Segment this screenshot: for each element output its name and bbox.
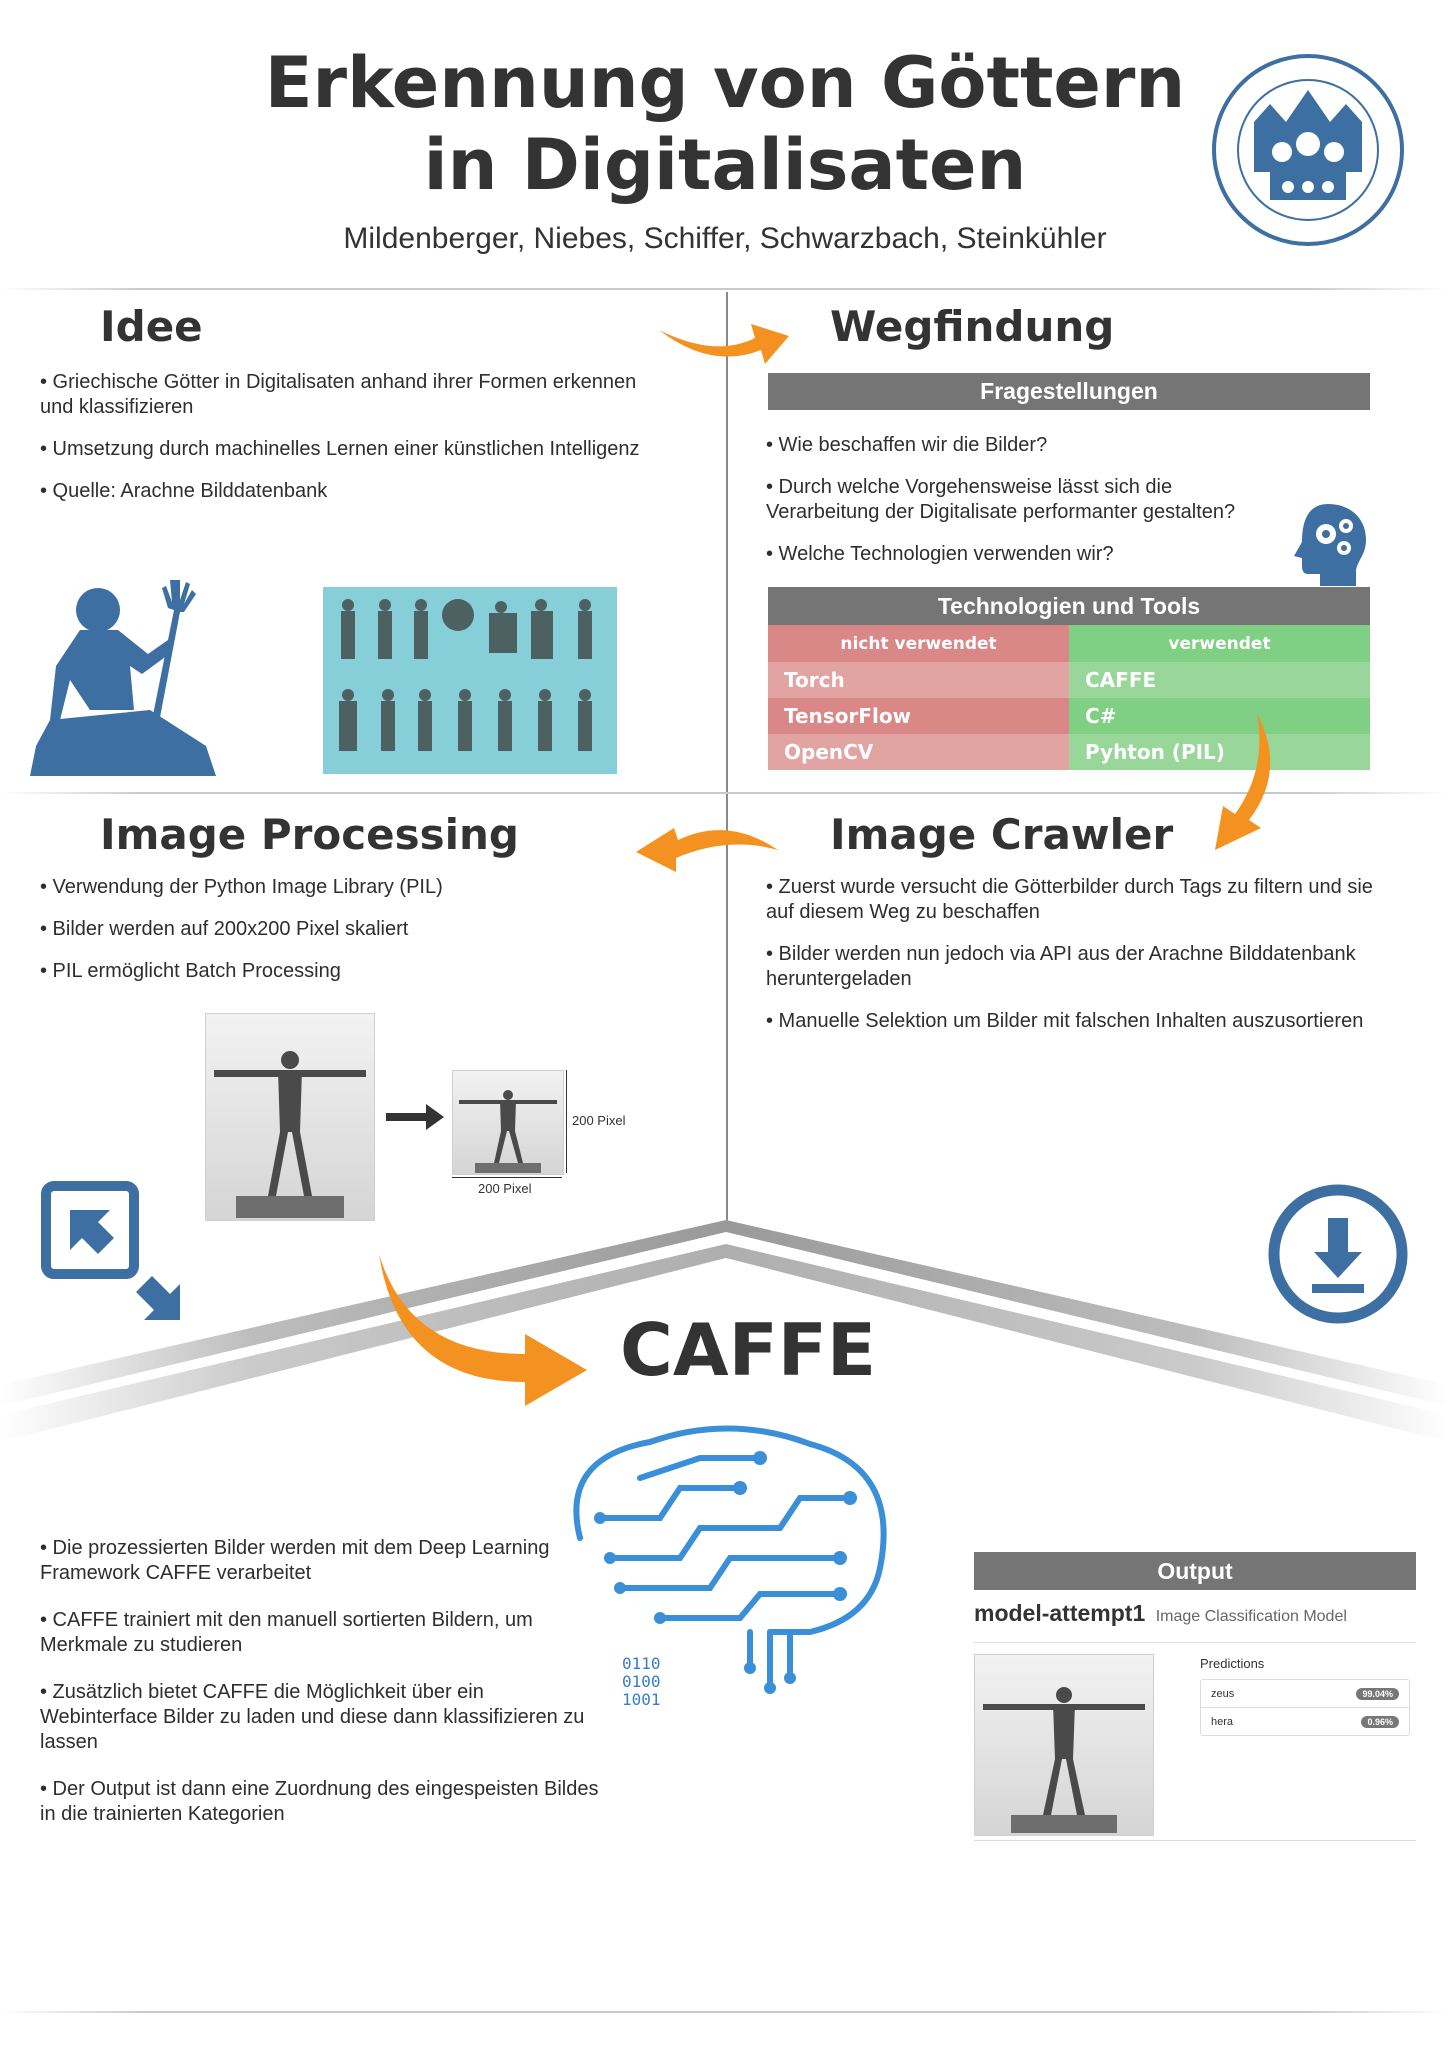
output-statue-photo	[974, 1654, 1154, 1836]
caffe-bullet: • Zusätzlich bietet CAFFE die Möglichkei…	[40, 1681, 585, 1753]
binary-line: 0110	[622, 1654, 661, 1673]
arrow-right-black-icon	[386, 1104, 444, 1130]
tech-not-used-cell: Torch	[768, 662, 1069, 698]
statue-photo-original	[205, 1013, 375, 1221]
arrow-down-orange-icon	[1215, 714, 1271, 850]
height-dimension-line	[566, 1070, 567, 1173]
prediction-value-badge: 0.96%	[1361, 1715, 1399, 1728]
chevron-band-decoration	[0, 1220, 1448, 1442]
binary-code-block: 0110 0100 1001	[622, 1655, 661, 1709]
fragen-bullet-list: • Wie beschaffen wir die Bilder? • Durch…	[766, 433, 1286, 584]
header-divider	[0, 288, 1448, 290]
arrow-to-caffe-orange-icon	[379, 1254, 587, 1406]
technologien-bar: Technologien und Tools	[768, 587, 1370, 625]
title-line-2: in Digitalisaten	[423, 124, 1027, 206]
model-header: model-attempt1 Image Classification Mode…	[974, 1600, 1416, 1643]
tech-used-cell: Pyhton (PIL)	[1069, 734, 1370, 770]
prediction-row: hera 0.96%	[1201, 1708, 1409, 1735]
crawler-bullet: • Manuelle Selektion um Bilder mit falsc…	[766, 1010, 1364, 1032]
model-type: Image Classification Model	[1155, 1608, 1347, 1625]
prediction-row: zeus 99.04%	[1201, 1680, 1409, 1708]
vertical-divider	[726, 292, 728, 1222]
frage-bullet: • Durch welche Vorgehensweise lässt sich…	[766, 476, 1236, 523]
statue-figure-image	[214, 1051, 366, 1218]
predictions-panel: Predictions zeus 99.04% hera 0.96%	[1200, 1656, 1410, 1736]
circuit-brain-icon	[573, 1425, 887, 1694]
processing-bullet: • PIL ermöglicht Batch Processing	[40, 960, 341, 982]
width-dimension-line	[452, 1177, 562, 1178]
predictions-label: Predictions	[1200, 1656, 1265, 1671]
crawler-bullet-list: • Zuerst wurde versucht die Götterbilder…	[766, 875, 1396, 1051]
frage-bullet: • Welche Technologien verwenden wir?	[766, 543, 1114, 565]
tech-not-used-cell: OpenCV	[768, 734, 1069, 770]
download-icon	[1268, 1184, 1408, 1324]
prediction-value-badge: 99.04%	[1356, 1687, 1399, 1700]
processing-bullet: • Bilder werden auf 200x200 Pixel skalie…	[40, 918, 409, 940]
statue-photo-resized	[452, 1070, 564, 1175]
idee-bullet: • Griechische Götter in Digitalisaten an…	[40, 371, 637, 418]
university-seal-logo	[1212, 54, 1404, 246]
prediction-label: zeus	[1211, 1687, 1235, 1700]
caffe-bullet: • Die prozessierten Bilder werden mit de…	[40, 1537, 550, 1584]
width-dimension-label: 200 Pixel	[478, 1181, 532, 1196]
head-gears-icon	[1294, 504, 1366, 586]
caffe-bullet-list: • Die prozessierten Bilder werden mit de…	[40, 1536, 600, 1844]
tech-used-cell: CAFFE	[1069, 662, 1370, 698]
idee-bullet-list: • Griechische Götter in Digitalisaten an…	[40, 370, 640, 521]
predictions-list: zeus 99.04% hera 0.96%	[1200, 1679, 1410, 1736]
processing-bullet-list: • Verwendung der Python Image Library (P…	[40, 875, 640, 1001]
caffe-bullet: • CAFFE trainiert mit den manuell sortie…	[40, 1609, 533, 1656]
binary-line: 0100	[622, 1672, 661, 1691]
height-dimension-label: 200 Pixel	[572, 1113, 626, 1128]
model-name: model-attempt1	[974, 1600, 1146, 1626]
title-line-1: Erkennung von Göttern	[264, 42, 1186, 124]
image-crawler-heading: Image Crawler	[830, 810, 1174, 859]
binary-line: 1001	[622, 1690, 661, 1709]
poster-title: Erkennung von Göttern in Digitalisaten	[200, 42, 1250, 206]
poseidon-silhouette-icon	[30, 580, 216, 776]
idee-heading: Idee	[100, 302, 203, 351]
authors: Mildenberger, Niebes, Schiffer, Schwarzb…	[343, 222, 1107, 255]
wegfindung-heading: Wegfindung	[830, 302, 1115, 351]
greek-gods-illustration	[323, 587, 617, 774]
caffe-heading: CAFFE	[620, 1308, 877, 1392]
crawler-bullet: • Bilder werden nun jedoch via API aus d…	[766, 943, 1356, 990]
resize-icon	[41, 1181, 180, 1320]
statue-figure-small-image	[459, 1090, 557, 1173]
output-statue-image	[983, 1687, 1145, 1833]
prediction-label: hera	[1211, 1715, 1234, 1728]
gods-figures-image	[339, 599, 592, 751]
arrow-right-orange-icon	[659, 324, 789, 364]
image-processing-heading: Image Processing	[100, 810, 519, 859]
column-header-not-used: nicht verwendet	[768, 625, 1069, 662]
tech-used-cell: C#	[1069, 698, 1370, 734]
arrow-left-orange-icon	[636, 828, 778, 872]
idee-bullet: • Umsetzung durch machinelles Lernen ein…	[40, 438, 640, 460]
column-header-used: verwendet	[1069, 625, 1370, 662]
output-bar: Output	[974, 1552, 1416, 1590]
crawler-bullet: • Zuerst wurde versucht die Götterbilder…	[766, 876, 1373, 923]
processing-bullet: • Verwendung der Python Image Library (P…	[40, 876, 443, 898]
frage-bullet: • Wie beschaffen wir die Bilder?	[766, 434, 1048, 456]
tech-not-used-cell: TensorFlow	[768, 698, 1069, 734]
idee-bullet: • Quelle: Arachne Bilddatenbank	[40, 480, 328, 502]
middle-divider	[0, 792, 1448, 794]
caffe-bullet: • Der Output ist dann eine Zuordnung des…	[40, 1778, 599, 1825]
output-bottom-rule	[974, 1840, 1416, 1841]
fragestellungen-bar: Fragestellungen	[768, 373, 1370, 410]
technology-table: nicht verwendet verwendet Torch CAFFE Te…	[768, 625, 1370, 770]
footer-divider	[0, 2011, 1448, 2013]
